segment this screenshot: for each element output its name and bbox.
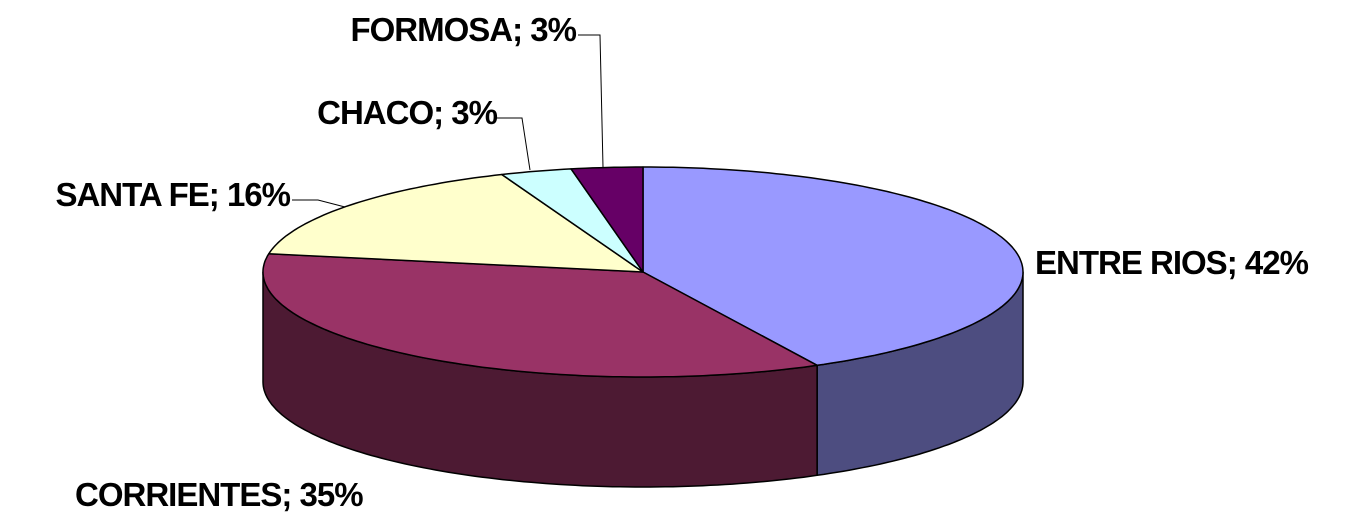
leader-line bbox=[497, 117, 531, 171]
label-separator: ; bbox=[281, 476, 299, 513]
value-label: 16% bbox=[227, 176, 291, 213]
leader-line bbox=[578, 34, 604, 168]
value-label: 42% bbox=[1245, 244, 1309, 281]
value-label: 3% bbox=[451, 94, 497, 131]
slice-label: FORMOSA; 3% bbox=[350, 11, 576, 48]
slice bbox=[642, 166, 1024, 367]
slice bbox=[570, 166, 644, 273]
slice-label: SANTA FE; 16% bbox=[55, 176, 290, 213]
category-name: CORRIENTES bbox=[75, 476, 281, 513]
category-name: FORMOSA bbox=[350, 11, 512, 48]
label-separator: ; bbox=[209, 176, 227, 213]
slice-label: CHACO; 3% bbox=[317, 94, 498, 131]
slice-label: CORRIENTES; 35% bbox=[75, 476, 363, 513]
label-separator: ; bbox=[512, 11, 530, 48]
slice-label: ENTRE RIOS; 42% bbox=[1035, 244, 1309, 281]
value-label: 35% bbox=[300, 476, 364, 513]
category-name: CHACO bbox=[317, 94, 433, 131]
leader-line bbox=[292, 199, 346, 208]
label-separator: ; bbox=[433, 94, 451, 131]
slices bbox=[262, 166, 1024, 488]
value-label: 3% bbox=[530, 11, 576, 48]
label-separator: ; bbox=[1227, 244, 1245, 281]
slice bbox=[501, 168, 644, 273]
slice bbox=[262, 253, 818, 378]
category-name: ENTRE RIOS bbox=[1035, 244, 1227, 281]
category-name: SANTA FE bbox=[55, 176, 208, 213]
slice bbox=[268, 173, 644, 273]
labels: ENTRE RIOS; 42% CORRIENTES; 35% SANTA FE; … bbox=[55, 11, 1309, 513]
